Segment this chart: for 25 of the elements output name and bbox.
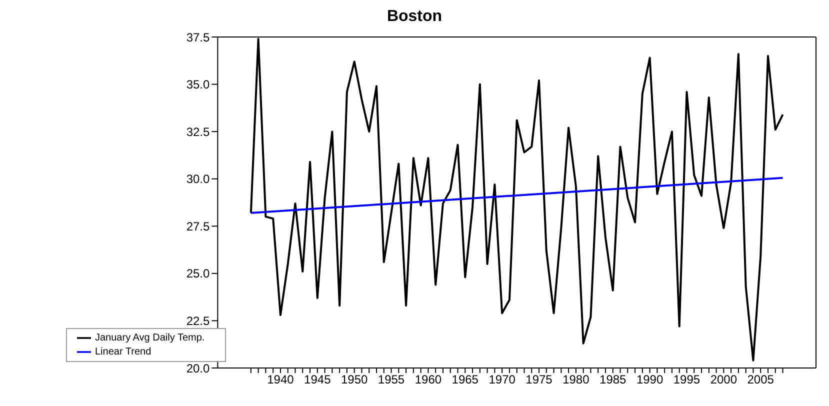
x-tick-label: 1940 <box>267 372 294 387</box>
y-tick-label: 32.5 <box>186 124 210 139</box>
legend-label: Linear Trend <box>95 346 152 358</box>
x-tick-label: 1955 <box>378 372 405 387</box>
x-tick-label: 2000 <box>710 372 738 387</box>
y-tick-label: 25.0 <box>186 266 210 281</box>
legend-label: January Avg Daily Temp. <box>95 332 205 344</box>
y-tick-label: 22.5 <box>186 314 210 328</box>
y-tick-label: 35.0 <box>186 78 210 92</box>
x-tick-label: 1995 <box>673 372 700 387</box>
x-tick-label: 1960 <box>414 372 442 387</box>
x-tick-label: 1985 <box>600 372 627 387</box>
y-tick-label: 20.0 <box>186 361 210 376</box>
x-tick-label: 1950 <box>340 372 368 387</box>
x-tick-label: 1975 <box>526 372 553 387</box>
x-tick-label: 1965 <box>452 372 479 387</box>
y-tick-label: 27.5 <box>186 219 210 234</box>
y-tick-label: 37.5 <box>186 30 210 44</box>
x-tick-label: 1945 <box>304 372 332 387</box>
x-tick-label: 2005 <box>747 372 774 387</box>
x-tick-label: 1980 <box>562 372 590 387</box>
y-tick-label: 30.0 <box>186 172 210 186</box>
x-tick-label: 1990 <box>636 372 664 387</box>
chart-title: Boston <box>386 8 444 27</box>
x-tick-label: 1970 <box>488 372 516 387</box>
